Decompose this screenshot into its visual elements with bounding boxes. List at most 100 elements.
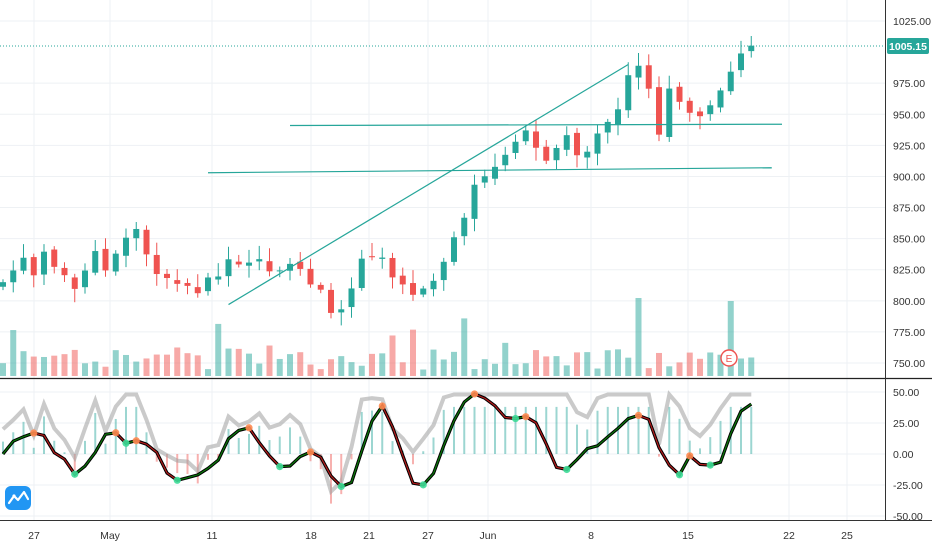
tradingview-logo-icon[interactable] xyxy=(5,486,31,510)
candle[interactable] xyxy=(625,75,632,111)
candle[interactable] xyxy=(235,261,242,265)
candle[interactable] xyxy=(461,217,468,237)
candle[interactable] xyxy=(502,154,509,166)
candle[interactable] xyxy=(71,277,78,289)
trendlines[interactable] xyxy=(207,64,783,306)
candle[interactable] xyxy=(266,261,273,272)
candle[interactable] xyxy=(471,184,478,219)
candle[interactable] xyxy=(307,268,314,285)
candle[interactable] xyxy=(707,105,714,115)
candle[interactable] xyxy=(399,275,406,285)
candle[interactable] xyxy=(30,257,37,276)
candle[interactable] xyxy=(451,237,457,262)
candle[interactable] xyxy=(543,146,550,161)
signal-segment xyxy=(2,440,14,455)
candle[interactable] xyxy=(256,259,263,262)
candle[interactable] xyxy=(317,284,324,290)
cross-dot-down xyxy=(112,429,120,437)
candle[interactable] xyxy=(194,287,201,294)
candle[interactable] xyxy=(174,280,181,284)
candle[interactable] xyxy=(0,282,6,287)
candle[interactable] xyxy=(338,309,345,313)
candle[interactable] xyxy=(225,259,232,277)
signal-segment xyxy=(53,452,65,460)
candle[interactable] xyxy=(717,90,724,108)
signal-segment xyxy=(94,433,107,453)
signal-segment xyxy=(597,436,609,447)
candlesticks[interactable] xyxy=(0,35,755,326)
candle[interactable] xyxy=(348,288,355,308)
candle[interactable] xyxy=(61,267,68,276)
candle[interactable] xyxy=(102,248,109,271)
candle[interactable] xyxy=(522,130,529,142)
oscillator-panel[interactable] xyxy=(1,390,753,504)
candle[interactable] xyxy=(328,289,334,313)
candle[interactable] xyxy=(389,257,396,278)
candle[interactable] xyxy=(143,229,150,255)
candle[interactable] xyxy=(584,151,591,158)
candle[interactable] xyxy=(184,282,191,286)
candle[interactable] xyxy=(645,65,652,89)
oscillator-axis[interactable]: 50.00 25.00 0.00 -25.00 -50.00 xyxy=(893,387,923,523)
candle[interactable] xyxy=(369,256,375,258)
candle[interactable] xyxy=(276,270,283,272)
candle[interactable] xyxy=(51,249,58,267)
candle[interactable] xyxy=(727,71,734,92)
candle[interactable] xyxy=(635,65,642,78)
candle[interactable] xyxy=(430,280,437,290)
candle[interactable] xyxy=(215,276,222,280)
candle[interactable] xyxy=(82,270,88,288)
candle[interactable] xyxy=(297,261,304,269)
candle[interactable] xyxy=(112,253,119,272)
candle[interactable] xyxy=(686,100,693,113)
price-axis[interactable]: 1025.00 975.00 950.00 925.00 900.00 875.00 850… xyxy=(893,16,931,370)
candle[interactable] xyxy=(133,228,140,239)
trendline[interactable] xyxy=(207,167,772,174)
candle[interactable] xyxy=(533,131,539,148)
time-axis[interactable]: 27 May 11 18 21 27 Jun 8 15 22 25 xyxy=(28,530,853,542)
candle[interactable] xyxy=(246,262,252,266)
earnings-marker[interactable]: E xyxy=(720,349,738,367)
candle[interactable] xyxy=(656,87,662,135)
trendline[interactable] xyxy=(228,64,629,306)
oscillator-tick-label: -25.00 xyxy=(893,480,923,492)
candle[interactable] xyxy=(420,288,427,295)
earnings-marker-circle[interactable] xyxy=(720,349,738,367)
candle[interactable] xyxy=(379,257,386,259)
candle[interactable] xyxy=(594,133,601,154)
candle[interactable] xyxy=(164,273,170,279)
candle[interactable] xyxy=(604,121,611,133)
earnings-marker-label: E xyxy=(726,354,733,365)
candle[interactable] xyxy=(574,132,580,156)
candle[interactable] xyxy=(440,261,447,281)
trendline[interactable] xyxy=(289,123,783,127)
candle[interactable] xyxy=(553,147,560,161)
candle[interactable] xyxy=(666,88,673,137)
signal-segment xyxy=(361,420,373,452)
candle[interactable] xyxy=(697,111,703,117)
candle[interactable] xyxy=(153,254,160,275)
candle[interactable] xyxy=(676,86,683,102)
price-tick-label: 900.00 xyxy=(893,171,925,183)
candle[interactable] xyxy=(748,45,755,52)
candle[interactable] xyxy=(205,277,211,292)
volume-bar xyxy=(174,347,181,376)
candle[interactable] xyxy=(92,251,99,273)
candle[interactable] xyxy=(512,141,519,153)
candle[interactable] xyxy=(41,251,47,275)
candle[interactable] xyxy=(358,258,365,288)
candle[interactable] xyxy=(20,257,27,271)
candle[interactable] xyxy=(563,135,570,150)
candle[interactable] xyxy=(481,176,488,183)
candle[interactable] xyxy=(123,237,129,256)
volume-bar xyxy=(451,351,457,376)
candle[interactable] xyxy=(615,109,621,125)
volume-bar xyxy=(164,354,170,376)
candle[interactable] xyxy=(492,166,498,179)
candle[interactable] xyxy=(738,53,744,71)
candle[interactable] xyxy=(410,283,416,295)
candle[interactable] xyxy=(10,270,17,283)
volume-bars xyxy=(0,298,755,376)
